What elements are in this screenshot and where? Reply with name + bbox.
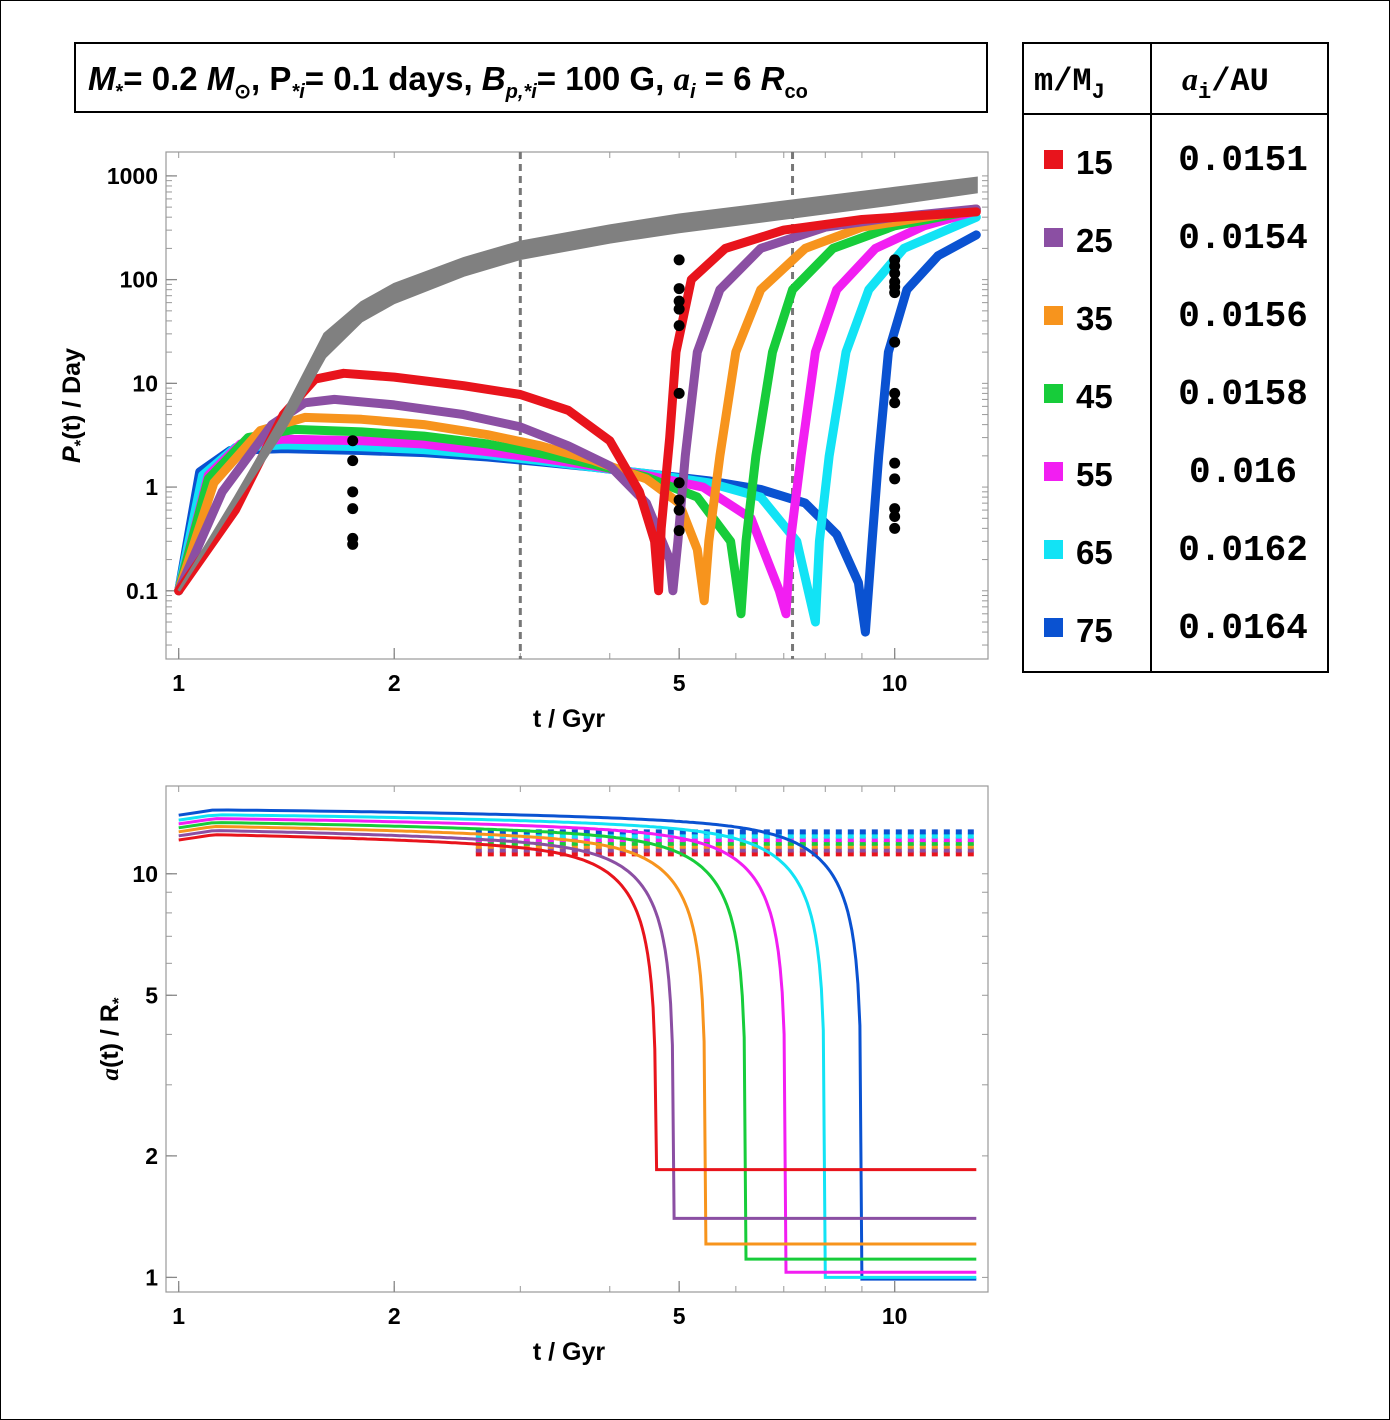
legend-swatch bbox=[1044, 462, 1063, 481]
observed-point bbox=[673, 283, 685, 295]
observed-point bbox=[889, 267, 901, 279]
legend-mass: 45 bbox=[1076, 378, 1113, 415]
observed-point bbox=[347, 538, 359, 550]
x-tick-label: 10 bbox=[882, 1303, 908, 1329]
series-25 bbox=[178, 829, 977, 1220]
y-tick-label: 0.1 bbox=[126, 578, 158, 604]
x-tick-label: 2 bbox=[388, 1303, 401, 1329]
y-tick-label: 1 bbox=[145, 1264, 158, 1290]
observed-point bbox=[889, 511, 901, 523]
y-tick-label: 1 bbox=[145, 474, 158, 500]
observed-point bbox=[673, 254, 685, 266]
observed-point bbox=[673, 320, 685, 332]
x-tick-label: 1 bbox=[172, 1303, 185, 1329]
legend-ai: 0.0156 bbox=[1178, 296, 1308, 337]
y-tick-label: 5 bbox=[145, 982, 158, 1008]
observed-point bbox=[889, 522, 901, 534]
series-45 bbox=[174, 205, 981, 619]
series-15 bbox=[178, 833, 977, 1172]
x-tick-label: 10 bbox=[882, 670, 908, 696]
legend-ai: 0.0154 bbox=[1178, 218, 1308, 259]
observed-point bbox=[889, 503, 901, 515]
observed-point bbox=[673, 303, 685, 315]
observed-point bbox=[889, 287, 901, 299]
legend-mass: 65 bbox=[1076, 534, 1113, 571]
observed-point bbox=[889, 473, 901, 485]
separation-chart: 1 2 5 10 1 2 5 10 t / Gyr a(t) / R* bbox=[96, 785, 989, 1366]
observed-point bbox=[889, 457, 901, 469]
title-box: M*= 0.2 M⊙, P*i= 0.1 days, Bp,*i= 100 G,… bbox=[74, 42, 988, 113]
legend-swatch bbox=[1044, 306, 1063, 325]
legend-swatch bbox=[1044, 228, 1063, 247]
series-15 bbox=[174, 207, 981, 596]
series-55 bbox=[174, 206, 981, 619]
observed-point bbox=[673, 477, 685, 489]
plot-frame bbox=[165, 785, 989, 1293]
x-axis-label: t / Gyr bbox=[533, 1338, 606, 1366]
observed-point bbox=[673, 387, 685, 399]
y-axis-label: a(t) / R* bbox=[96, 997, 128, 1080]
title-text: M*= 0.2 M⊙, P*i= 0.1 days, Bp,*i= 100 G,… bbox=[88, 60, 808, 103]
observed-point bbox=[673, 295, 685, 307]
observed-point bbox=[347, 455, 359, 467]
y-tick-label: 10 bbox=[132, 861, 158, 887]
x-tick-label: 2 bbox=[388, 670, 401, 696]
period-chart: 1 2 5 10 0.1 1 10 100 1000 t / Gyr P*(t) / Day bbox=[58, 151, 989, 733]
x-tick-label: 5 bbox=[673, 1303, 686, 1329]
saturation-band bbox=[177, 176, 978, 592]
observed-point bbox=[889, 387, 901, 399]
legend-swatch bbox=[1044, 540, 1063, 559]
series-55 bbox=[178, 817, 977, 1274]
y-tick-label: 1000 bbox=[107, 163, 158, 189]
legend-mass: 75 bbox=[1076, 612, 1113, 649]
observed-point bbox=[347, 435, 359, 447]
y-axis-label: P*(t) / Day bbox=[58, 348, 90, 463]
legend-header-ai: ai/AU bbox=[1182, 61, 1269, 105]
observed-point bbox=[673, 504, 685, 516]
y-tick-label: 10 bbox=[132, 370, 158, 396]
observed-point bbox=[347, 486, 359, 498]
legend-table: m/MJ ai/AU 15 0.0151 25 0.0154 35 0.0156 45 0.0… bbox=[1022, 42, 1329, 673]
series-35 bbox=[178, 824, 977, 1246]
legend-swatch bbox=[1044, 618, 1063, 637]
legend-mass: 25 bbox=[1076, 222, 1113, 259]
legend-swatch bbox=[1044, 150, 1063, 169]
y-tick-label: 2 bbox=[145, 1143, 158, 1169]
observed-point bbox=[347, 503, 359, 515]
x-tick-label: 1 bbox=[172, 670, 185, 696]
y-tick-label: 100 bbox=[120, 267, 158, 293]
series-75 bbox=[178, 808, 977, 1281]
series-65 bbox=[178, 813, 977, 1279]
legend-ai: 0.0158 bbox=[1178, 374, 1308, 415]
legend-ai: 0.0164 bbox=[1178, 608, 1308, 649]
legend-ai: 0.016 bbox=[1189, 452, 1297, 493]
legend-mass: 35 bbox=[1076, 300, 1113, 337]
legend-ai: 0.0151 bbox=[1178, 140, 1308, 181]
legend-swatch bbox=[1044, 384, 1063, 403]
x-tick-label: 5 bbox=[673, 670, 686, 696]
series-45 bbox=[178, 821, 977, 1261]
observed-point bbox=[673, 525, 685, 537]
legend-ai: 0.0162 bbox=[1178, 530, 1308, 571]
legend-mass: 15 bbox=[1076, 144, 1113, 181]
observed-point bbox=[889, 397, 901, 409]
legend-header-mass: m/MJ bbox=[1034, 63, 1105, 105]
legend-mass: 55 bbox=[1076, 456, 1113, 493]
observed-point bbox=[673, 494, 685, 506]
x-axis-label: t / Gyr bbox=[533, 705, 606, 733]
observed-point bbox=[889, 336, 901, 348]
